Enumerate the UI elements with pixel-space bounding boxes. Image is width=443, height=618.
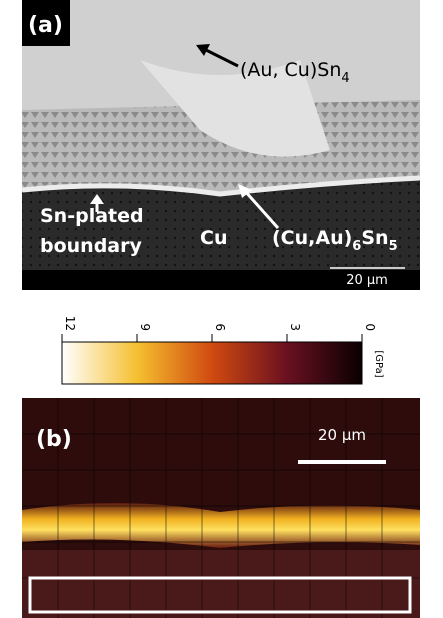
substrate-label: Cu xyxy=(200,227,227,249)
phase-sub: 5 xyxy=(389,239,398,254)
figure: (a) (Au, Cu)Sn4 Sn-plated boundary Cu (C… xyxy=(0,0,443,618)
colorbar-tick-label: 3 xyxy=(288,323,302,331)
boundary-label: boundary xyxy=(40,235,142,257)
phase-text: (Cu,Au) xyxy=(272,227,352,249)
colorbar-gradient xyxy=(62,342,362,384)
colorbar-tick-label: 0 xyxy=(363,323,377,331)
colorbar-tick-label: 6 xyxy=(213,323,227,331)
scale-label: 20 µm xyxy=(346,273,388,288)
colorbar-tick-label: 9 xyxy=(138,323,152,331)
phase-text: (Au, Cu)Sn xyxy=(240,59,341,81)
panel-a: (a) (Au, Cu)Sn4 Sn-plated boundary Cu (C… xyxy=(22,0,420,290)
phase-text: Sn xyxy=(361,227,388,249)
panel-label: (a) xyxy=(28,13,63,38)
colorbar-tick-label: 12 xyxy=(63,316,77,331)
boundary-label: Sn-plated xyxy=(40,205,144,227)
phase-sub: 6 xyxy=(352,239,361,254)
panel-b: (b) 20 µm xyxy=(22,398,420,618)
scale-label: 20 µm xyxy=(318,426,366,444)
colorbar: [GPa] 12 9 6 3 0 xyxy=(62,316,384,384)
panel-label: (b) xyxy=(36,427,72,452)
phase-sub: 4 xyxy=(341,71,349,86)
colorbar-unit: [GPa] xyxy=(373,350,384,377)
substrate-region xyxy=(22,550,420,618)
